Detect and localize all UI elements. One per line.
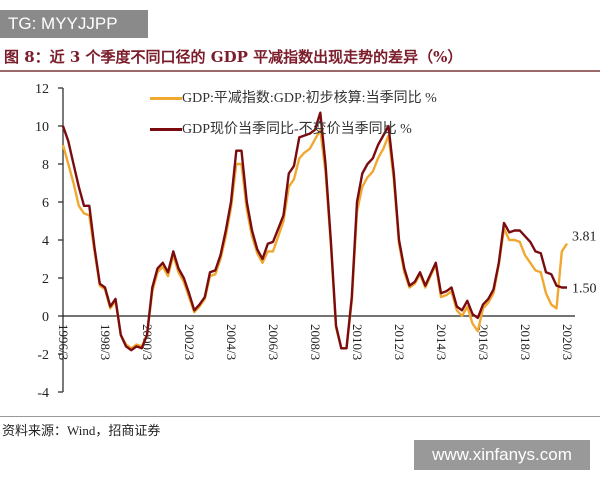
- y-tick-label: -4: [37, 386, 49, 401]
- legend-swatch-deflator: [150, 97, 182, 101]
- legend-label-deflator: GDP:平减指数:GDP:初步核算:当季同比 %: [182, 91, 437, 106]
- legend-swatch-ratio: [150, 128, 182, 132]
- x-tick-label: 2004/3: [224, 324, 239, 360]
- x-tick-label: 1998/3: [98, 324, 113, 360]
- x-tick-label: 2016/3: [476, 324, 491, 360]
- source-divider: [0, 416, 600, 417]
- y-tick-label: 12: [35, 82, 49, 97]
- x-tick-label: 1996/3: [56, 324, 71, 360]
- legend-item-deflator: GDP:平减指数:GDP:初步核算:当季同比 %: [150, 87, 437, 107]
- x-tick-label: 2012/3: [392, 324, 407, 360]
- y-tick-label: 2: [42, 272, 49, 287]
- y-tick-label: 10: [35, 120, 49, 135]
- y-tick-label: -2: [37, 348, 49, 363]
- watermark-top: TG: MYYJJPP: [0, 10, 148, 38]
- end-value-label: 1.50: [572, 282, 597, 297]
- legend-label-ratio: GDP现价当季同比-不变价当季同比 %: [182, 122, 412, 137]
- x-tick-label: 2010/3: [350, 324, 365, 360]
- y-tick-label: 6: [42, 196, 49, 211]
- title-divider: [0, 70, 600, 72]
- end-value-label: 3.81: [572, 230, 597, 245]
- y-tick-label: 0: [42, 310, 49, 325]
- x-tick-label: 2020/3: [560, 324, 575, 360]
- y-tick-label: 4: [42, 234, 49, 249]
- source-note: 资料来源：Wind，招商证券: [2, 423, 161, 438]
- x-tick-label: 2002/3: [182, 324, 197, 360]
- legend-item-ratio: GDP现价当季同比-不变价当季同比 %: [150, 118, 412, 138]
- x-tick-label: 2018/3: [518, 324, 533, 360]
- chart-title: 图 8：近 3 个季度不同口径的 GDP 平减指数出现走势的差异（%）: [4, 48, 463, 66]
- x-tick-label: 2000/3: [140, 324, 155, 360]
- x-tick-label: 2008/3: [308, 324, 323, 360]
- x-tick-label: 2014/3: [434, 324, 449, 360]
- series-ratio-line: [61, 111, 567, 352]
- y-tick-label: 8: [42, 158, 49, 173]
- watermark-bottom: www.xinfanys.com: [414, 440, 590, 470]
- x-tick-label: 2006/3: [266, 324, 281, 360]
